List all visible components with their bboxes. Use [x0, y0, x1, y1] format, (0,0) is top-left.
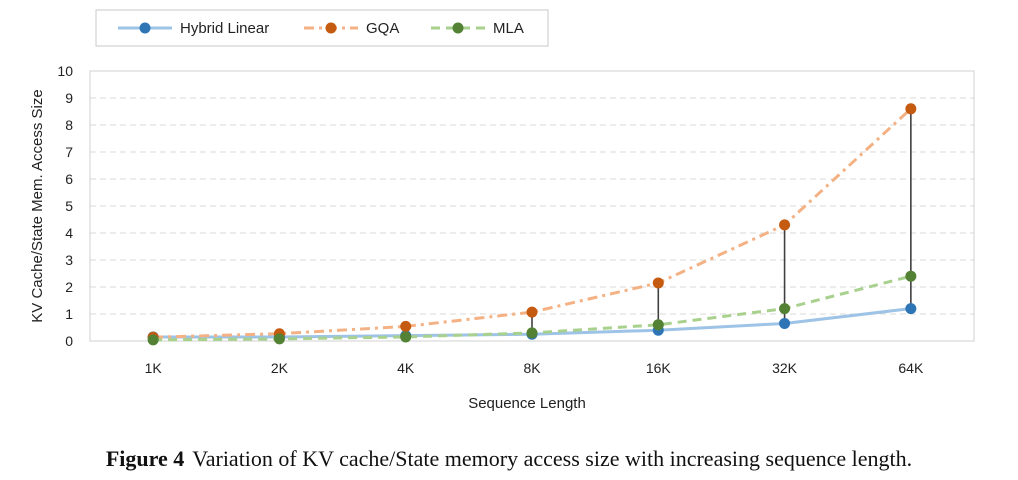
data-point: [526, 327, 538, 339]
figure-caption: Figure 4 Variation of KV cache/State memo…: [0, 446, 1018, 472]
grid: [90, 97, 974, 342]
figure-caption-text: Variation of KV cache/State memory acces…: [192, 446, 913, 471]
x-tick-label: 64K: [898, 360, 924, 376]
data-point: [652, 277, 664, 289]
legend-marker: [452, 22, 464, 34]
data-point: [905, 103, 917, 115]
y-tick-label: 3: [65, 252, 73, 268]
x-tick-label: 32K: [772, 360, 798, 376]
legend-label: Hybrid Linear: [180, 20, 269, 37]
legend-label: MLA: [493, 20, 524, 37]
y-tick-label: 9: [65, 90, 73, 106]
y-tick-label: 7: [65, 144, 73, 160]
data-point: [779, 303, 791, 315]
plot-area-frame: [89, 70, 975, 342]
x-tick-label: 4K: [397, 360, 415, 376]
data-point: [652, 319, 664, 331]
y-tick-label: 0: [65, 333, 73, 349]
data-point: [400, 320, 412, 332]
data-point: [905, 270, 917, 282]
legend: Hybrid Linear GQA MLA: [95, 9, 549, 47]
data-point: [273, 333, 285, 345]
data-point: [779, 317, 791, 329]
y-tick-label: 4: [65, 225, 73, 241]
y-tick-label: 8: [65, 117, 73, 133]
x-tick-label: 1K: [145, 360, 163, 376]
x-tick-label: 16K: [646, 360, 672, 376]
figure-label: Figure 4: [105, 446, 185, 471]
x-tick-label: 2K: [271, 360, 289, 376]
y-tick-label: 6: [65, 171, 73, 187]
y-tick-label: 1: [65, 306, 73, 322]
series-line: [153, 107, 912, 339]
data-point: [905, 303, 917, 315]
legend-label: GQA: [366, 20, 399, 37]
x-tick-label: 8K: [523, 360, 541, 376]
y-tick-label: 10: [57, 63, 73, 79]
y-tick-labels: 0 1 2 3 4 5 6 7 8 9 10: [57, 63, 73, 349]
legend-marker: [139, 22, 151, 34]
legend-marker: [325, 22, 337, 34]
y-tick-label: 5: [65, 198, 73, 214]
data-point: [779, 219, 791, 231]
y-axis-title: KV Cache/State Mem. Access Size: [29, 89, 46, 322]
x-axis-title: Sequence Length: [468, 395, 586, 412]
kv-cache-line-chart: Hybrid Linear GQA MLA 0 1 2 3 4 5 6 7 8 9 10 1K 2K 4K 8…: [29, 9, 975, 412]
x-tick-labels: 1K 2K 4K 8K 16K 32K 64K: [145, 360, 924, 376]
data-point: [526, 306, 538, 318]
series-markers: [147, 103, 917, 346]
data-point: [400, 331, 412, 343]
series-lines: [153, 107, 912, 342]
data-point: [147, 334, 159, 346]
y-tick-label: 2: [65, 279, 73, 295]
